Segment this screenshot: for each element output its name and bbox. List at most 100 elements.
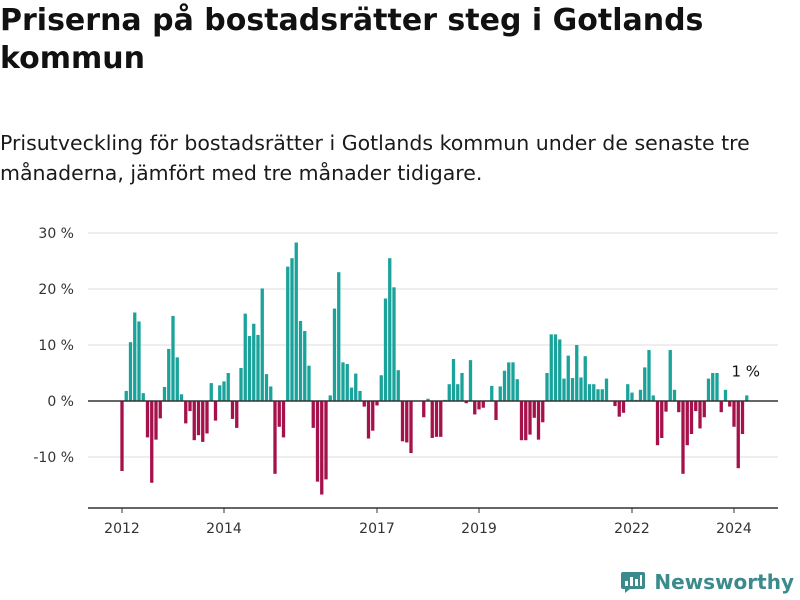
bar: [366, 401, 371, 439]
bar: [473, 401, 477, 415]
bar: [201, 401, 205, 442]
bar: [269, 386, 273, 401]
latest-value-annotation: 1 %: [731, 362, 760, 380]
bar: [375, 401, 379, 406]
bar: [120, 401, 124, 471]
bar: [179, 394, 184, 401]
bar: [158, 401, 162, 419]
bar: [613, 401, 617, 407]
bar: [460, 373, 464, 401]
bar: [188, 401, 192, 412]
bar: [150, 401, 154, 483]
bar: [358, 390, 362, 401]
bar: [532, 401, 536, 418]
bar: [630, 392, 634, 401]
bar: [668, 350, 672, 401]
bar: [362, 401, 366, 407]
bar: [430, 401, 434, 438]
bar: [324, 401, 328, 480]
bars: [120, 242, 749, 495]
bar: [294, 242, 298, 401]
chart-title: Priserna på bostadsrätter steg i Gotland…: [0, 3, 704, 76]
bar: [655, 401, 660, 446]
bar: [511, 362, 515, 401]
bar: [400, 401, 405, 442]
x-tick-label: 2012: [104, 521, 140, 537]
bar: [549, 334, 553, 401]
bar: [617, 401, 621, 417]
bar: [536, 401, 541, 440]
brand-logo: Newsworthy: [620, 570, 794, 594]
bar: [137, 321, 141, 401]
chart-subtitle: Prisutveckling för bostadsrätter i Gotla…: [0, 131, 750, 185]
bar: [286, 266, 290, 401]
bar: [128, 342, 133, 401]
bar: [477, 401, 481, 410]
bar: [702, 401, 706, 418]
bar: [570, 378, 575, 401]
bar: [345, 364, 349, 401]
bar: [303, 331, 307, 401]
bar: [715, 373, 719, 401]
bar-chart-logo-icon: [621, 572, 646, 593]
bar: [660, 401, 664, 438]
bar: [638, 389, 643, 401]
bar: [728, 401, 732, 407]
bar: [260, 288, 264, 401]
bar: [681, 401, 685, 474]
bar: [298, 320, 303, 401]
bar: [409, 401, 413, 454]
bar: [213, 401, 218, 421]
bar: [685, 401, 689, 446]
bar: [175, 357, 179, 401]
bar: [736, 401, 740, 469]
bar: [264, 374, 269, 401]
bar: [290, 258, 294, 401]
bar: [226, 373, 230, 401]
bar: [494, 401, 498, 421]
bar: [239, 367, 243, 401]
bar: [332, 308, 337, 401]
axes: 30 % 20 % 10 % 0 % -10 % 2012 2014 2017 2019 2022…: [33, 226, 778, 537]
bar: [243, 313, 247, 401]
bar: [592, 384, 596, 401]
bar: [706, 378, 711, 401]
bar: [626, 384, 630, 401]
bar: [579, 377, 583, 401]
bar: [273, 401, 277, 474]
bar: [621, 401, 626, 413]
bar: [711, 373, 715, 401]
bar: [515, 379, 519, 401]
x-tick-label: 2014: [206, 521, 242, 537]
bar: [664, 401, 668, 412]
bar: [320, 401, 324, 495]
y-tick-label: 10 %: [38, 338, 74, 354]
bar: [575, 345, 579, 401]
bar: [651, 395, 655, 401]
bar: [277, 401, 281, 427]
bar: [184, 401, 188, 424]
bar: [162, 387, 167, 401]
bar: [439, 401, 443, 437]
bar: [388, 258, 392, 401]
bar: [133, 312, 137, 401]
bar: [490, 385, 494, 401]
bar: [392, 287, 396, 401]
bar: [558, 339, 562, 401]
bar: [256, 334, 260, 401]
bar: [600, 389, 604, 401]
bar: [464, 401, 468, 404]
bar: [745, 395, 749, 401]
bar: [281, 401, 286, 438]
bar: [379, 375, 383, 401]
bar: [519, 401, 524, 441]
bar: [230, 401, 235, 419]
bar: [723, 389, 728, 401]
bar: [541, 401, 545, 423]
bar: [328, 395, 332, 401]
x-tick-label: 2024: [716, 521, 752, 537]
bar: [481, 401, 485, 408]
brand-name: Newsworthy: [654, 570, 794, 594]
bar: [124, 390, 128, 401]
